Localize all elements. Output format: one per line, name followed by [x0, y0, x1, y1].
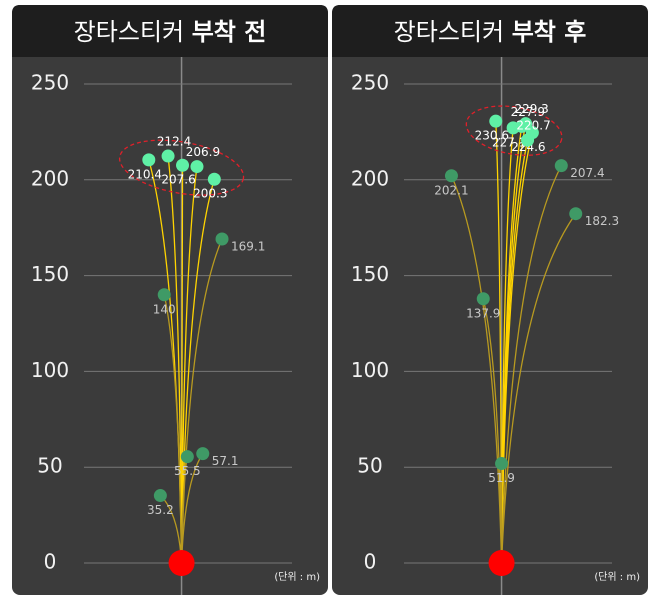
y-tick-label: 100	[31, 358, 69, 382]
shot-point	[142, 153, 156, 167]
shot-point	[495, 457, 509, 471]
y-tick-label: 50	[357, 454, 382, 478]
y-tick-label: 50	[37, 454, 62, 478]
point-label: 227.1	[492, 135, 526, 149]
y-tick-label: 200	[351, 166, 389, 190]
shot-point	[521, 133, 535, 147]
point-label: 212.4	[157, 135, 191, 149]
shot-point	[476, 292, 490, 306]
panel: 장타스티커 부착 전 0 50 100 150 200 250 (단위 : m) 210.4 21…	[12, 5, 328, 595]
shot-point	[176, 158, 190, 172]
shot-trajectory	[180, 165, 184, 564]
shot-point	[554, 159, 568, 173]
y-tick-label: 0	[44, 550, 57, 574]
title-text: 장타스티커	[394, 18, 504, 46]
point-label: 224.6	[511, 140, 545, 154]
panel-title: 장타스티커 부착 전	[74, 18, 267, 46]
origin-ball	[168, 550, 195, 576]
point-label: 137.9	[466, 306, 500, 320]
y-tick-label: 250	[351, 71, 389, 95]
header-background	[332, 5, 648, 57]
header-background	[12, 5, 328, 57]
y-tick-label: 150	[351, 262, 389, 286]
point-label: 227.9	[511, 105, 545, 119]
point-label: 140	[153, 302, 176, 316]
unit-note: (단위 : m)	[594, 570, 640, 583]
title-emphasis: 부착 후	[512, 18, 587, 46]
shot-trajectory	[167, 155, 183, 564]
point-label: 51.9	[488, 471, 515, 485]
shot-point	[215, 232, 229, 246]
shot-trajectory	[163, 294, 183, 564]
point-label: 220.7	[516, 119, 550, 133]
shot-trajectory	[500, 140, 529, 564]
point-label: 206.9	[186, 145, 220, 159]
shot-trajectory	[180, 166, 198, 564]
shot-trajectory	[482, 298, 503, 564]
point-label: 207.4	[570, 166, 604, 180]
shot-point	[190, 160, 204, 174]
point-label: 182.3	[585, 214, 619, 228]
point-label: 55.5	[174, 464, 201, 478]
point-label: 210.4	[128, 167, 162, 181]
point-label: 230.6	[475, 129, 509, 143]
y-tick-label: 0	[364, 550, 377, 574]
point-label: 202.1	[434, 183, 468, 197]
point-label: 207.6	[161, 173, 195, 187]
shot-point	[157, 288, 171, 302]
shot-point	[515, 119, 529, 133]
shot-point	[180, 450, 194, 464]
y-tick-label: 100	[351, 358, 389, 382]
shot-point	[207, 172, 221, 186]
shot-point	[444, 169, 458, 183]
title-emphasis: 부착 전	[192, 18, 267, 46]
unit-note: (단위 : m)	[274, 570, 320, 583]
shot-point	[161, 149, 175, 163]
shot-point	[196, 447, 210, 461]
cluster-outline	[465, 105, 563, 156]
shot-point	[569, 207, 583, 221]
panel-title: 장타스티커 부착 후	[394, 18, 587, 46]
shot-trajectory	[500, 213, 577, 564]
cluster-outline	[118, 139, 245, 196]
shot-point	[489, 114, 503, 128]
point-label: 57.1	[212, 454, 239, 468]
origin-ball	[488, 550, 515, 576]
shot-trajectory	[500, 165, 562, 564]
title-text: 장타스티커	[74, 18, 184, 46]
plot-background	[332, 5, 648, 595]
y-tick-label: 150	[31, 262, 69, 286]
y-tick-label: 250	[31, 71, 69, 95]
y-tick-label: 200	[31, 166, 69, 190]
shot-point	[153, 489, 167, 503]
point-label: 169.1	[231, 240, 265, 254]
point-label: 229.3	[514, 102, 548, 116]
point-label: 35.2	[147, 503, 174, 517]
shot-trajectory	[450, 175, 503, 564]
point-label: 200.3	[193, 187, 227, 201]
